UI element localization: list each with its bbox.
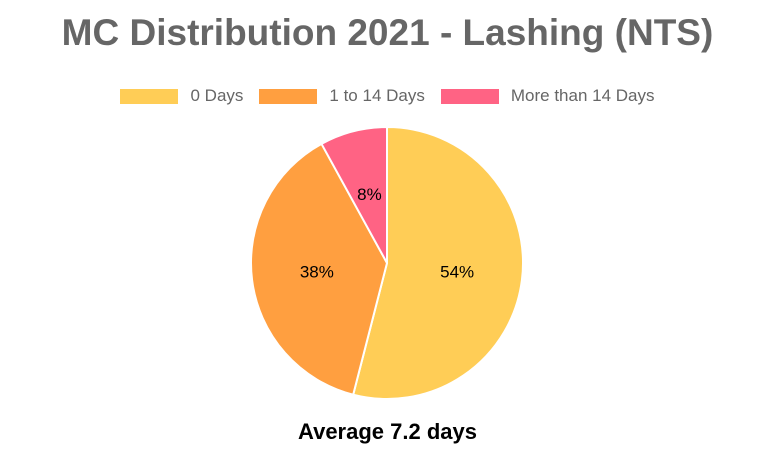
chart-title: MC Distribution 2021 - Lashing (NTS) [61, 12, 714, 53]
chart-legend: 0 Days 1 to 14 Days More than 14 Days [0, 86, 775, 106]
slice-label-1-to-14-days: 38% [300, 262, 334, 281]
slice-label-more-than-14-days: 8% [357, 185, 382, 204]
legend-item-more-than-14-days[interactable]: More than 14 Days [440, 86, 655, 106]
legend-item-1-to-14-days[interactable]: 1 to 14 Days [259, 86, 425, 106]
pie-slice-1-to-14-days[interactable] [250, 142, 389, 396]
legend-label-more-than-14-days: More than 14 Days [510, 86, 655, 105]
legend-label-0-days: 0 Days [190, 86, 244, 105]
pie-slice-more-than-14-days[interactable] [320, 125, 388, 264]
pie-slice-0-days[interactable] [351, 125, 524, 400]
chart-subtitle: Average 7.2 days [298, 419, 477, 444]
legend-swatch-0-days [120, 88, 179, 104]
legend-swatch-1-to-14-days [259, 88, 318, 104]
legend-item-0-days[interactable]: 0 Days [120, 86, 243, 106]
legend-label-1-to-14-days: 1 to 14 Days [329, 86, 425, 105]
slice-label-0-days: 54% [440, 262, 474, 281]
legend-swatch-more-than-14-days [440, 88, 499, 104]
